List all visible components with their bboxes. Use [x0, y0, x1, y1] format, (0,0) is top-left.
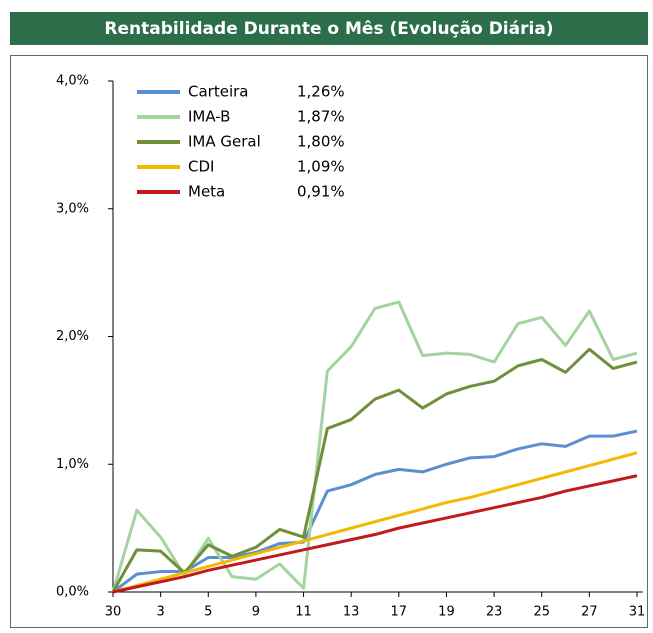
x-tick-label: 9: [252, 605, 260, 620]
series-line: [112, 429, 638, 594]
x-tick-label: 17: [391, 605, 408, 620]
x-tick-label: 3: [156, 605, 164, 620]
series-line: [111, 347, 638, 593]
x-tick-label: 25: [533, 605, 550, 620]
legend-label: CDI: [188, 158, 214, 176]
x-tick-label: 19: [438, 605, 455, 620]
y-tick-label: 4,0%: [56, 74, 89, 89]
y-tick-label: 0,0%: [56, 585, 89, 600]
x-tick-label: 30: [105, 605, 122, 620]
y-tick-label: 2,0%: [56, 329, 89, 344]
chart-title: Rentabilidade Durante o Mês (Evolução Di…: [104, 19, 553, 39]
series-line: [111, 300, 638, 593]
y-tick-label: 1,0%: [56, 457, 89, 472]
legend-label: Meta: [188, 183, 225, 201]
legend-label: IMA-B: [188, 108, 230, 126]
series-line: [112, 474, 638, 594]
legend-value: 1,87%: [297, 108, 345, 126]
x-tick-label: 23: [486, 605, 503, 620]
x-tick-label: 27: [581, 605, 598, 620]
chart-frame: [10, 55, 648, 628]
y-tick-label: 3,0%: [56, 201, 89, 216]
x-tick-label: 5: [204, 605, 212, 620]
legend-value: 1,80%: [297, 133, 345, 151]
legend-label: Carteira: [188, 83, 248, 101]
series-line: [112, 451, 638, 594]
x-tick-label: 13: [343, 605, 360, 620]
legend-value: 1,09%: [297, 158, 345, 176]
x-tick-label: 31: [629, 605, 646, 620]
legend-label: IMA Geral: [188, 133, 261, 151]
legend-value: 0,91%: [297, 183, 345, 201]
header-band: [10, 12, 648, 45]
x-tick-label: 11: [295, 605, 312, 620]
legend-value: 1,26%: [297, 83, 345, 101]
